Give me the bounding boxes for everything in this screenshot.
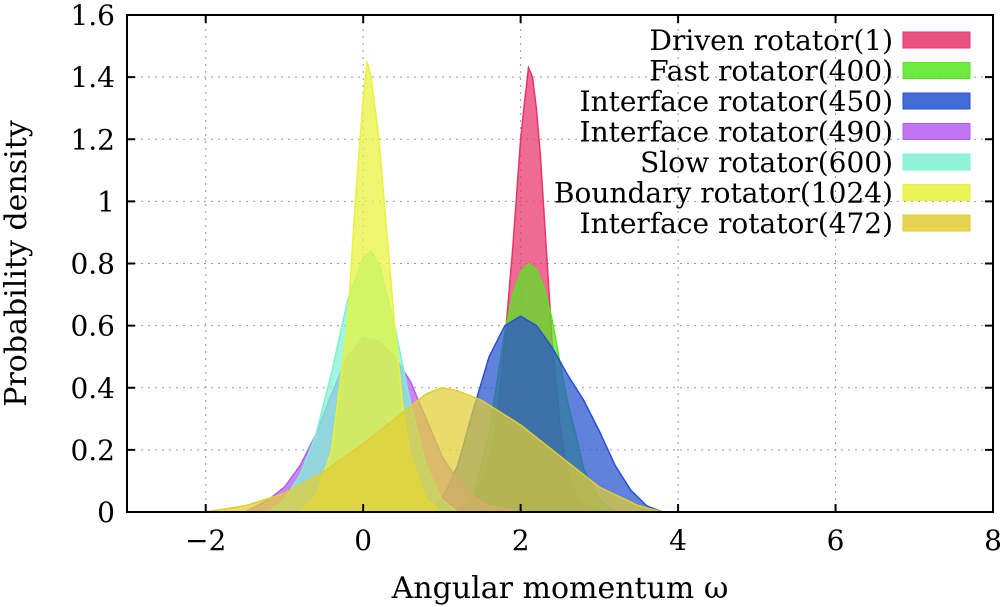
y-axis-label: Probability density: [0, 120, 34, 407]
x-tick-label: 4: [669, 524, 687, 557]
legend-swatch-6: [902, 214, 971, 232]
x-axis-label: Angular momentum ω: [391, 571, 729, 606]
legend-label-5: Boundary rotator(1024): [554, 177, 893, 210]
x-tick-label: −2: [185, 524, 226, 557]
legend: Driven rotator(1)Fast rotator(400)Interf…: [554, 24, 971, 240]
x-tick-label: 8: [984, 524, 1000, 557]
legend-swatch-3: [902, 123, 971, 140]
x-tick-label: 0: [354, 524, 372, 557]
legend-swatch-2: [902, 92, 971, 110]
y-tick-label: 0: [97, 496, 115, 529]
y-tick-label: 1.4: [70, 61, 115, 94]
y-tick-label: 0.4: [70, 372, 115, 405]
y-tick-label: 0.2: [70, 434, 115, 467]
ticks: [127, 14, 994, 513]
tick-labels: −2 0 2 4 6 8 0 0.2 0.4 0.6 0.8 1 1.2 1.4 1.6: [70, 0, 1000, 557]
legend-swatch-5: [902, 184, 971, 201]
legend-swatch-0: [902, 31, 971, 49]
y-tick-label: 0.8: [70, 248, 115, 281]
legend-swatch-1: [902, 62, 971, 79]
legend-label-6: Interface rotator(472): [580, 207, 893, 240]
x-tick-label: 2: [512, 524, 530, 557]
series-areas: [205, 61, 663, 513]
legend-label-2: Interface rotator(450): [580, 85, 893, 118]
legend-label-3: Interface rotator(490): [580, 116, 893, 149]
x-tick-label: 6: [827, 524, 845, 557]
legend-label-4: Slow rotator(600): [640, 146, 893, 179]
y-tick-label: 1.6: [70, 0, 115, 32]
y-tick-label: 1.2: [70, 123, 115, 156]
y-tick-label: 1: [97, 185, 115, 218]
legend-label-0: Driven rotator(1): [650, 24, 893, 57]
legend-label-1: Fast rotator(400): [649, 55, 893, 88]
series-area-6: [205, 386, 663, 513]
legend-swatch-4: [902, 153, 971, 171]
y-tick-label: 0.6: [70, 310, 115, 343]
